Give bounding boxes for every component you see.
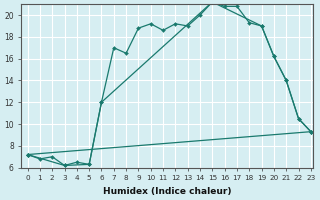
X-axis label: Humidex (Indice chaleur): Humidex (Indice chaleur) bbox=[103, 187, 232, 196]
